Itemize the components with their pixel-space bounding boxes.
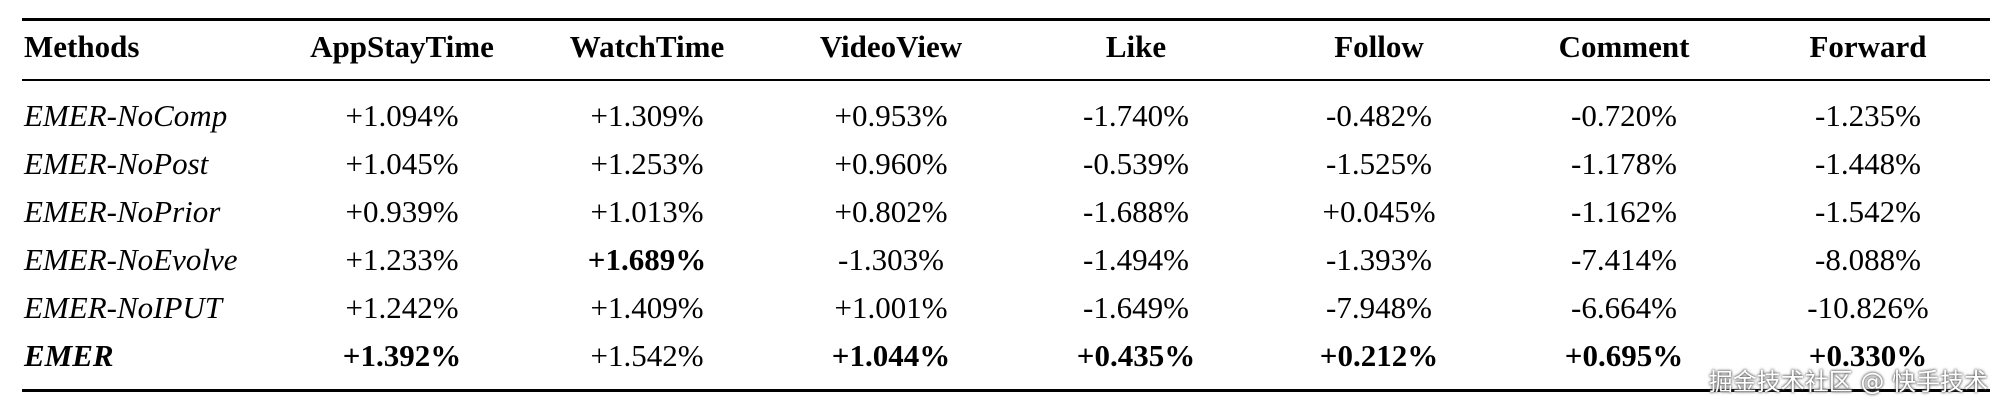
metric-cell: -1.542% [1815, 194, 1921, 229]
metric-cell: +0.695% [1564, 338, 1684, 373]
metric-cell: -1.494% [1083, 242, 1189, 277]
metric-cell: -1.393% [1326, 242, 1432, 277]
metric-cell: +1.094% [345, 98, 459, 133]
metric-cell: -8.088% [1815, 242, 1921, 277]
method-name: EMER-NoEvolve [24, 242, 238, 277]
metric-cell: +1.689% [587, 242, 707, 277]
method-name: EMER [24, 338, 114, 373]
metric-cell: +0.960% [834, 146, 948, 181]
metric-cell: +1.392% [342, 338, 462, 373]
header-cell: Like [1105, 29, 1167, 64]
header-cell: Forward [1809, 29, 1927, 64]
metric-cell: -1.525% [1326, 146, 1432, 181]
watermark: 掘金技术社区 @ 快手技术 [1708, 368, 1988, 396]
metric-cell: -1.649% [1083, 290, 1189, 325]
metric-cell: +1.044% [831, 338, 951, 373]
metric-cell: -1.740% [1083, 98, 1189, 133]
metric-cell: -7.948% [1326, 290, 1432, 325]
metric-cell: -10.826% [1807, 290, 1929, 325]
metric-cell: +0.212% [1319, 338, 1439, 373]
method-name: EMER-NoIPUT [24, 290, 223, 325]
metric-cell: -1.303% [838, 242, 944, 277]
metric-cell: -7.414% [1571, 242, 1677, 277]
metric-cell: -1.448% [1815, 146, 1921, 181]
metric-cell: +0.330% [1808, 338, 1928, 373]
metric-cell: +1.013% [590, 194, 704, 229]
metric-cell: +0.045% [1322, 194, 1436, 229]
metric-cell: +1.242% [345, 290, 459, 325]
bottom-rule [22, 389, 1990, 392]
metric-cell: +1.409% [590, 290, 704, 325]
metric-cell: +0.953% [834, 98, 948, 133]
metric-cell: +1.045% [345, 146, 459, 181]
metric-cell: +1.309% [590, 98, 704, 133]
header-cell: AppStayTime [310, 29, 494, 64]
metric-cell: +1.001% [834, 290, 948, 325]
metric-cell: +1.233% [345, 242, 459, 277]
mid-rule [22, 79, 1990, 81]
header-cell: Comment [1558, 29, 1690, 64]
metric-cell: -0.720% [1571, 98, 1677, 133]
method-name: EMER-NoPost [24, 146, 209, 181]
top-rule [22, 18, 1990, 21]
header-cell: WatchTime [569, 29, 725, 64]
metric-cell: -1.688% [1083, 194, 1189, 229]
metric-cell: -0.539% [1083, 146, 1189, 181]
metric-cell: +0.802% [834, 194, 948, 229]
metric-cell: -1.178% [1571, 146, 1677, 181]
method-name: EMER-NoPrior [24, 194, 221, 229]
metric-cell: +1.253% [590, 146, 704, 181]
metric-cell: +0.939% [345, 194, 459, 229]
metric-cell: -1.235% [1815, 98, 1921, 133]
header-cell: VideoView [819, 29, 963, 64]
metric-cell: +0.435% [1076, 338, 1196, 373]
method-name: EMER-NoComp [24, 98, 228, 133]
metric-cell: -6.664% [1571, 290, 1677, 325]
metric-cell: -1.162% [1571, 194, 1677, 229]
metric-cell: -0.482% [1326, 98, 1432, 133]
metric-cell: +1.542% [590, 338, 704, 373]
header-cell: Methods [24, 29, 140, 64]
header-cell: Follow [1334, 29, 1424, 64]
